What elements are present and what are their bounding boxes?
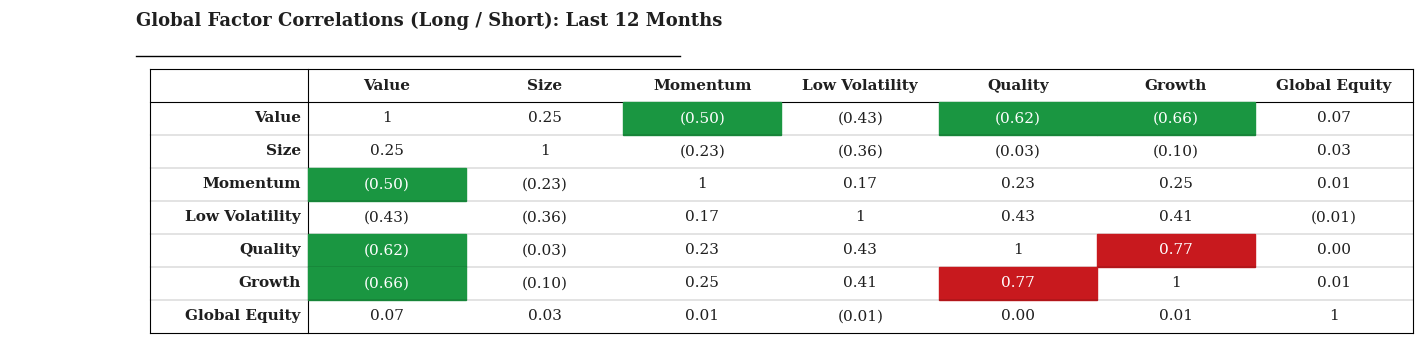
Bar [1097, 234, 1255, 267]
Bar [1097, 102, 1255, 135]
Text: 0.25: 0.25 [370, 145, 404, 159]
Bar [939, 267, 1097, 300]
Text: 0.00: 0.00 [1002, 309, 1036, 323]
Text: Size: Size [265, 145, 300, 159]
Text: 0.01: 0.01 [1316, 177, 1350, 191]
Text: 1: 1 [1170, 277, 1180, 291]
Text: 0.07: 0.07 [1316, 112, 1350, 125]
Text: (0.23): (0.23) [680, 145, 726, 159]
Text: 0.43: 0.43 [843, 243, 877, 257]
Text: 0.03: 0.03 [1316, 145, 1350, 159]
Text: 1: 1 [1329, 309, 1339, 323]
Text: 1: 1 [1013, 243, 1023, 257]
Text: 0.43: 0.43 [1002, 210, 1034, 224]
Text: Size: Size [527, 78, 563, 92]
Text: 1: 1 [381, 112, 391, 125]
Text: 1: 1 [697, 177, 707, 191]
Text: 0.07: 0.07 [370, 309, 404, 323]
Bar [939, 102, 1097, 135]
Text: 0.01: 0.01 [686, 309, 720, 323]
Text: Momentum: Momentum [653, 78, 751, 92]
Text: 0.25: 0.25 [686, 277, 720, 291]
Text: 0.01: 0.01 [1316, 277, 1350, 291]
Text: Low Volatility: Low Volatility [186, 210, 300, 224]
Text: 0.17: 0.17 [686, 210, 720, 224]
Text: (0.50): (0.50) [680, 112, 726, 125]
Text: 0.25: 0.25 [1159, 177, 1193, 191]
Text: 0.03: 0.03 [527, 309, 561, 323]
Text: (0.23): (0.23) [521, 177, 567, 191]
Text: (0.01): (0.01) [1311, 210, 1357, 224]
Text: 0.41: 0.41 [1159, 210, 1193, 224]
Text: Growth: Growth [1145, 78, 1207, 92]
Text: (0.10): (0.10) [1153, 145, 1199, 159]
Text: 0.23: 0.23 [1002, 177, 1034, 191]
Text: 0.77: 0.77 [1002, 277, 1034, 291]
Text: Value: Value [254, 112, 300, 125]
Text: (0.03): (0.03) [521, 243, 567, 257]
Bar [307, 267, 466, 300]
Text: (0.43): (0.43) [364, 210, 410, 224]
Text: (0.36): (0.36) [521, 210, 567, 224]
Text: (0.66): (0.66) [1153, 112, 1199, 125]
Text: 0.17: 0.17 [843, 177, 877, 191]
Bar [307, 168, 466, 201]
Text: (0.10): (0.10) [521, 277, 568, 291]
Text: Global Factor Correlations (Long / Short): Last 12 Months: Global Factor Correlations (Long / Short… [136, 12, 723, 30]
Text: (0.36): (0.36) [837, 145, 883, 159]
Text: (0.50): (0.50) [364, 177, 410, 191]
Text: Value: Value [363, 78, 410, 92]
Bar [307, 234, 466, 267]
Text: (0.62): (0.62) [995, 112, 1041, 125]
Bar [623, 102, 781, 135]
Text: 0.25: 0.25 [527, 112, 561, 125]
Text: (0.66): (0.66) [364, 277, 410, 291]
Text: 0.77: 0.77 [1159, 243, 1193, 257]
Text: (0.03): (0.03) [995, 145, 1041, 159]
Text: Growth: Growth [238, 277, 300, 291]
Text: Low Volatility: Low Volatility [802, 78, 918, 92]
Text: Quality: Quality [988, 78, 1049, 92]
Text: (0.01): (0.01) [837, 309, 883, 323]
Text: Quality: Quality [239, 243, 300, 257]
Text: 1: 1 [540, 145, 550, 159]
Text: 0.41: 0.41 [843, 277, 877, 291]
Text: 0.00: 0.00 [1316, 243, 1350, 257]
Text: Momentum: Momentum [203, 177, 300, 191]
Text: 1: 1 [856, 210, 866, 224]
Text: 0.23: 0.23 [686, 243, 720, 257]
Text: (0.62): (0.62) [364, 243, 410, 257]
Text: Global Equity: Global Equity [186, 309, 300, 323]
Text: Global Equity: Global Equity [1277, 78, 1391, 92]
Text: 0.01: 0.01 [1159, 309, 1193, 323]
Text: (0.43): (0.43) [837, 112, 883, 125]
